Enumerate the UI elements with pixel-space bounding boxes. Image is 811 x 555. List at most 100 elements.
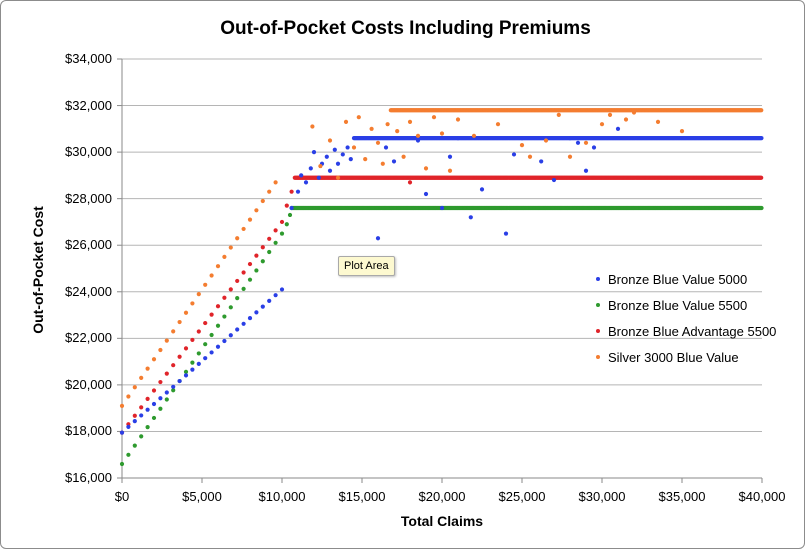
data-point — [655, 119, 661, 124]
plot-area-tooltip: Plot Area — [338, 256, 395, 276]
x-tick-label: $15,000 — [338, 489, 386, 504]
data-point — [267, 189, 272, 194]
data-point — [260, 304, 265, 309]
y-tick-label: $16,000 — [65, 470, 112, 485]
data-point — [340, 152, 345, 157]
data-point — [132, 443, 137, 448]
x-tick-label: $30,000 — [578, 489, 626, 504]
data-point — [401, 154, 406, 159]
x-tick-label: $0 — [114, 489, 130, 504]
data-point — [222, 338, 227, 344]
data-point — [215, 264, 221, 269]
data-point — [759, 136, 764, 141]
legend-label: Bronze Blue Value 5000 — [608, 271, 748, 287]
data-point — [503, 231, 509, 236]
x-tick-label: $5,000 — [182, 489, 222, 504]
data-point — [289, 189, 294, 194]
data-point — [335, 175, 341, 180]
data-point — [260, 245, 265, 250]
data-point — [247, 277, 253, 282]
y-tick-label: $20,000 — [65, 376, 112, 392]
data-point — [183, 310, 189, 315]
data-point — [215, 323, 221, 328]
data-point — [164, 390, 169, 395]
y-axis-label: Out-of-Pocket Cost — [30, 206, 46, 334]
data-point — [332, 147, 337, 152]
data-point — [247, 261, 253, 267]
data-point — [171, 384, 176, 389]
data-point — [423, 166, 429, 171]
legend-label: Bronze Blue Value 5500 — [608, 297, 748, 313]
y-tick-label: $24,000 — [65, 283, 112, 299]
data-point — [468, 215, 473, 220]
data-point — [556, 112, 561, 117]
data-point — [583, 168, 589, 173]
data-point — [289, 205, 294, 211]
legend-item: Bronze Blue Value 5500 — [590, 292, 790, 318]
data-point — [279, 231, 285, 236]
data-point — [327, 168, 333, 173]
data-point — [308, 166, 313, 171]
data-point — [423, 191, 429, 197]
data-point — [164, 338, 169, 343]
data-point — [222, 254, 227, 259]
data-point — [407, 180, 413, 185]
chart-title: Out-of-Pocket Costs Including Premiums — [220, 18, 591, 39]
data-point — [343, 119, 349, 124]
data-point — [345, 145, 350, 150]
data-point — [267, 298, 272, 304]
data-point — [190, 367, 195, 372]
data-point — [158, 396, 163, 401]
data-point — [407, 119, 413, 124]
data-point — [196, 351, 201, 356]
data-point — [235, 327, 240, 332]
x-tick-label: $20,000 — [418, 489, 466, 504]
data-point — [607, 112, 613, 117]
data-point — [591, 145, 597, 150]
data-point — [375, 236, 381, 241]
data-point — [158, 406, 163, 411]
legend-label: Bronze Blue Advantage 5500 — [608, 323, 777, 339]
data-point — [759, 205, 764, 211]
data-point — [447, 168, 453, 173]
legend-marker — [596, 303, 600, 307]
y-tick-label: $34,000 — [65, 51, 112, 66]
y-tick-label: $26,000 — [65, 237, 112, 253]
data-point — [759, 175, 764, 180]
data-point — [679, 129, 685, 134]
data-point — [209, 350, 214, 355]
data-point — [196, 361, 201, 366]
x-tick-label: $10,000 — [258, 489, 306, 504]
data-point — [395, 129, 400, 134]
data-point — [318, 163, 323, 169]
data-point — [126, 424, 131, 429]
data-point — [158, 379, 163, 385]
data-point — [126, 394, 131, 399]
data-point — [279, 219, 285, 225]
data-point — [228, 333, 233, 338]
data-point — [439, 131, 445, 136]
data-point — [575, 140, 581, 145]
data-point — [439, 205, 445, 211]
data-point — [222, 295, 227, 300]
data-point — [380, 161, 385, 166]
data-point — [196, 329, 201, 334]
data-point — [126, 452, 131, 457]
data-point — [260, 198, 265, 204]
legend-marker — [596, 277, 600, 281]
data-point — [151, 388, 157, 393]
data-point — [599, 122, 605, 127]
data-point — [327, 138, 333, 143]
data-point — [171, 388, 176, 393]
y-tick-label: $28,000 — [65, 190, 112, 206]
data-point — [139, 375, 144, 381]
data-point — [171, 329, 176, 334]
data-point — [177, 319, 182, 325]
data-point — [385, 122, 390, 127]
x-axis-label: Total Claims — [400, 513, 484, 529]
data-point — [551, 177, 557, 183]
data-point — [151, 357, 157, 362]
data-point — [348, 156, 353, 162]
